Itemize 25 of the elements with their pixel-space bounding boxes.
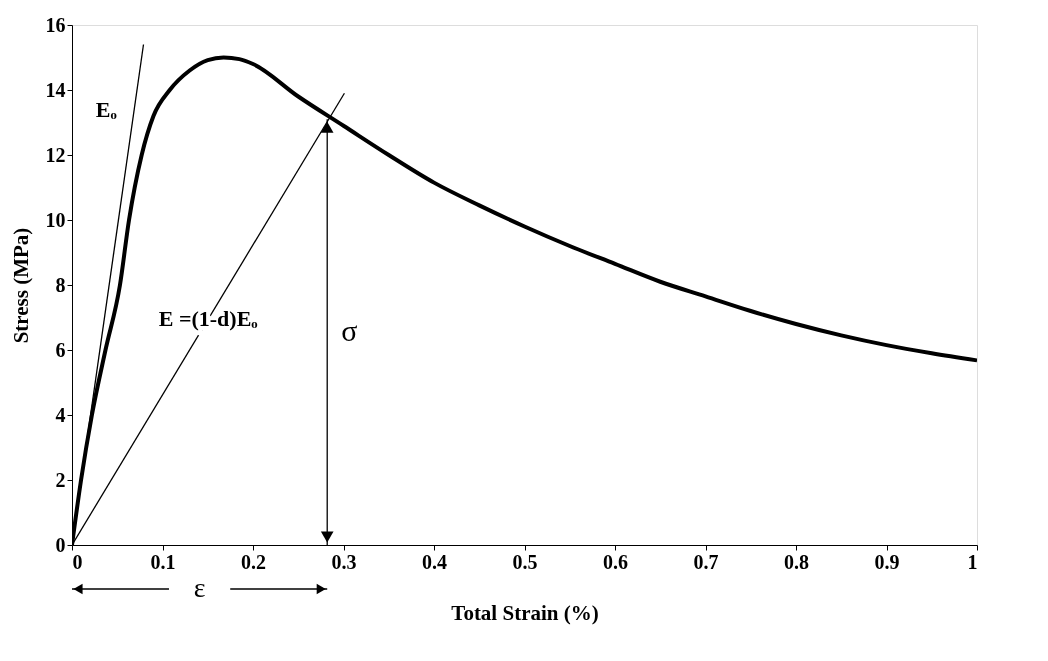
text: ε xyxy=(193,572,206,603)
y-tick-label: 4 xyxy=(55,403,66,426)
x-tick-label: 0.7 xyxy=(693,550,719,573)
x-tick-label: 0.2 xyxy=(241,550,266,573)
y-axis-title: Stress (MPa) xyxy=(8,227,33,344)
x-tick-label: 0.5 xyxy=(512,550,538,573)
y-tick-label: 0 xyxy=(55,533,66,556)
y-tick-label: 8 xyxy=(55,273,66,296)
x-tick-label: 0 xyxy=(72,550,83,573)
x-tick-label: 0.1 xyxy=(150,550,176,573)
y-tick-label: 14 xyxy=(45,78,66,101)
y-tick-label: 10 xyxy=(45,208,66,231)
x-tick-label: 1 xyxy=(967,550,978,573)
annotation: σ xyxy=(341,314,358,348)
x-axis-title: Total Strain (%) xyxy=(451,600,599,625)
y-tick-label: 12 xyxy=(45,143,66,166)
x-tick-label: 0.4 xyxy=(422,550,447,573)
y-tick-label: 2 xyxy=(55,468,66,491)
y-tick-label: 16 xyxy=(45,13,66,36)
x-tick-label: 0.6 xyxy=(603,550,628,573)
y-tick-label: 6 xyxy=(55,338,66,361)
x-tick-label: 0.9 xyxy=(874,550,900,573)
annotation: Eₒ xyxy=(95,96,117,122)
x-tick-label: 0.8 xyxy=(784,550,809,573)
x-tick-label: 0.3 xyxy=(331,550,357,573)
